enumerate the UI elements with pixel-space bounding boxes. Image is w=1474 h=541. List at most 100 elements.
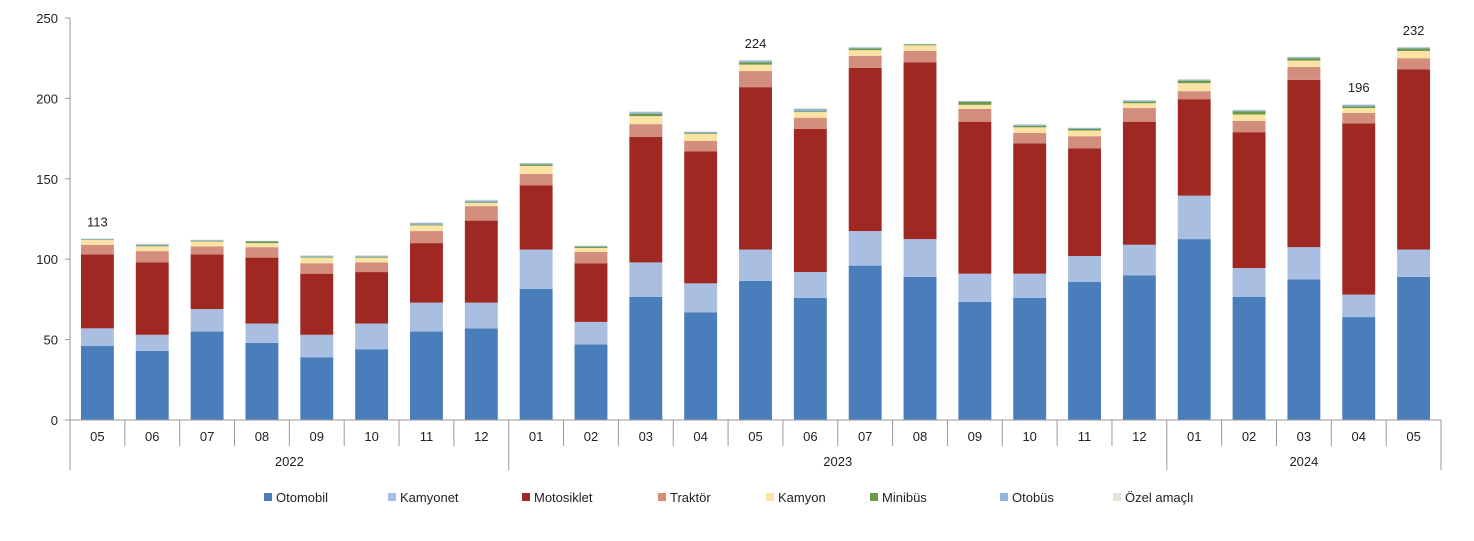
bar-segment-kamyonet (794, 272, 827, 298)
x-tick-label-month: 05 (748, 429, 762, 444)
bar-segment-kamyonet (245, 324, 278, 343)
bar-segment-traktr (245, 247, 278, 257)
bar-segment-otobs (300, 256, 333, 257)
bar-segment-traktr (355, 262, 388, 272)
bar-segment-otomobil (1342, 317, 1375, 420)
bar-segment-traktr (575, 252, 608, 263)
bar-segment-otobs (1233, 110, 1266, 111)
bar-segment-kamyonet (958, 274, 991, 302)
bar-segment-kamyon (1123, 103, 1156, 108)
legend-label: Traktör (670, 490, 711, 505)
bar-segment-otomobil (575, 344, 608, 420)
legend-swatch (658, 493, 666, 501)
bar-segment-otobs (684, 132, 717, 133)
bar-segment-otobs (355, 256, 388, 257)
bar-segment-minibs (410, 225, 443, 226)
y-tick-label: 250 (36, 11, 58, 26)
bar-segment-otobs (1123, 100, 1156, 101)
bar-segment-traktr (81, 245, 114, 255)
bar-segment-zelamal (465, 200, 498, 201)
legend-swatch (522, 493, 530, 501)
bar-segment-kamyon (1233, 114, 1266, 120)
bar-segment-kamyonet (684, 283, 717, 312)
x-tick-label-month: 09 (310, 429, 324, 444)
x-tick-label-month: 02 (584, 429, 598, 444)
bar-segment-traktr (1123, 108, 1156, 122)
x-tick-label-month: 08 (255, 429, 269, 444)
bar-segment-minibs (629, 114, 662, 116)
bar-segment-motosiklet (465, 221, 498, 303)
bar-segment-motosiklet (575, 263, 608, 322)
legend-swatch (766, 493, 774, 501)
y-tick-label: 100 (36, 252, 58, 267)
y-tick-label: 200 (36, 91, 58, 106)
bar-segment-otomobil (958, 302, 991, 420)
bar-segment-kamyon (410, 225, 443, 231)
x-tick-label-month: 10 (364, 429, 378, 444)
x-tick-label-month: 01 (529, 429, 543, 444)
bar-segment-minibs (300, 257, 333, 258)
bar-segment-zelamal (629, 111, 662, 112)
bar-segment-zelamal (136, 243, 169, 244)
bar-segment-minibs (1397, 49, 1430, 51)
bar-segment-minibs (1123, 102, 1156, 104)
bar-segment-otobs (575, 246, 608, 247)
bar-segment-kamyon (1068, 131, 1101, 137)
bar-segment-traktr (1342, 113, 1375, 123)
bar-segment-motosiklet (1013, 143, 1046, 273)
bar-segment-zelamal (794, 108, 827, 109)
legend-label: Özel amaçlı (1125, 490, 1194, 505)
bar-segment-otobs (1287, 57, 1320, 58)
x-tick-label-month: 02 (1242, 429, 1256, 444)
bar-segment-traktr (904, 51, 937, 62)
bar-segment-minibs (849, 49, 882, 51)
x-tick-label-month: 01 (1187, 429, 1201, 444)
bar-segment-traktr (684, 141, 717, 151)
x-tick-label-month: 11 (1078, 429, 1092, 444)
bar-segment-minibs (1013, 126, 1046, 128)
bar-segment-traktr (300, 263, 333, 273)
bar-segment-otobs (191, 240, 224, 241)
bar-segment-kamyonet (1068, 256, 1101, 282)
bar-segment-traktr (739, 71, 772, 87)
bar-segment-otomobil (245, 343, 278, 420)
bar-segment-minibs (684, 133, 717, 134)
bar-segment-otobs (136, 244, 169, 245)
data-label-total: 232 (1403, 23, 1425, 38)
bar-segment-motosiklet (684, 151, 717, 283)
bar-segment-traktr (1397, 58, 1430, 69)
bar-segment-motosiklet (1178, 99, 1211, 195)
bar-segment-zelamal (1342, 104, 1375, 105)
x-tick-label-month: 03 (639, 429, 653, 444)
x-tick-label-month: 11 (420, 429, 434, 444)
bar-segment-traktr (794, 118, 827, 129)
bar-segment-otomobil (136, 351, 169, 420)
bar-segment-kamyon (904, 45, 937, 51)
bar-segment-kamyon (1178, 83, 1211, 91)
bar-segment-minibs (958, 102, 991, 105)
bar-segment-motosiklet (245, 258, 278, 324)
y-tick-label: 0 (51, 413, 58, 428)
bar-segment-traktr (1287, 67, 1320, 80)
legend-swatch (1000, 493, 1008, 501)
bar-segment-motosiklet (81, 254, 114, 328)
bar-segment-kamyon (355, 258, 388, 263)
bar-segment-kamyonet (1013, 274, 1046, 298)
bar-segment-otomobil (81, 346, 114, 420)
bar-segment-motosiklet (1287, 80, 1320, 247)
bar-segment-kamyonet (904, 239, 937, 277)
bar-segment-traktr (1068, 136, 1101, 148)
bar-segment-minibs (520, 164, 553, 166)
x-tick-label-month: 09 (968, 429, 982, 444)
x-tick-label-month: 08 (913, 429, 927, 444)
bar-segment-otomobil (1123, 275, 1156, 420)
bar-segment-kamyonet (1123, 245, 1156, 276)
x-tick-label-month: 04 (693, 429, 707, 444)
bar-segment-otobs (465, 201, 498, 203)
bar-segment-otomobil (465, 328, 498, 420)
bar-segment-minibs (465, 202, 498, 203)
bar-segment-motosiklet (739, 87, 772, 249)
x-year-label: 2024 (1289, 454, 1318, 469)
bar-segment-otomobil (849, 266, 882, 420)
